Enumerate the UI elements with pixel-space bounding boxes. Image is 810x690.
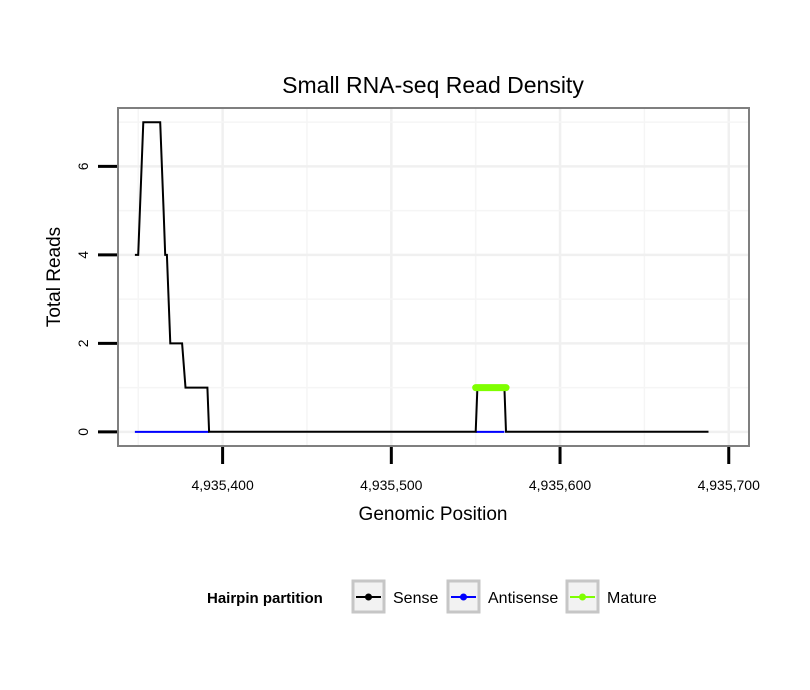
- plot-border: [117, 107, 750, 447]
- y-axis-title: Total Reads: [44, 227, 65, 327]
- legend-key-point: [460, 593, 467, 601]
- x-tick-label: 4,935,400: [191, 477, 253, 493]
- y-tick-label: 0: [75, 428, 91, 436]
- chart-title: Small RNA-seq Read Density: [282, 72, 584, 98]
- x-tick-label: 4,935,700: [698, 477, 760, 493]
- legend-key-point: [365, 593, 372, 601]
- legend-key-point: [579, 593, 586, 601]
- plot-area: 4,935,400 4,935,500 4,935,600 4,935,700 0 2 4 6: [75, 107, 760, 493]
- series-line-sense: [134, 121, 709, 433]
- y-tick-label: 4: [75, 251, 91, 259]
- legend-label-antisense: Antisense: [488, 590, 558, 607]
- legend-label-sense: Sense: [393, 590, 438, 607]
- x-tick-label: 4,935,600: [529, 477, 591, 493]
- legend-title: Hairpin partition: [207, 590, 323, 607]
- y-tick-label: 6: [75, 162, 91, 170]
- y-tick-label: 2: [75, 339, 91, 347]
- x-tick-label: 4,935,500: [360, 477, 422, 493]
- x-axis-title: Genomic Position: [359, 504, 508, 525]
- legend-label-mature: Mature: [607, 590, 657, 607]
- legend: Hairpin partition Sense Antisense Mature: [207, 579, 657, 614]
